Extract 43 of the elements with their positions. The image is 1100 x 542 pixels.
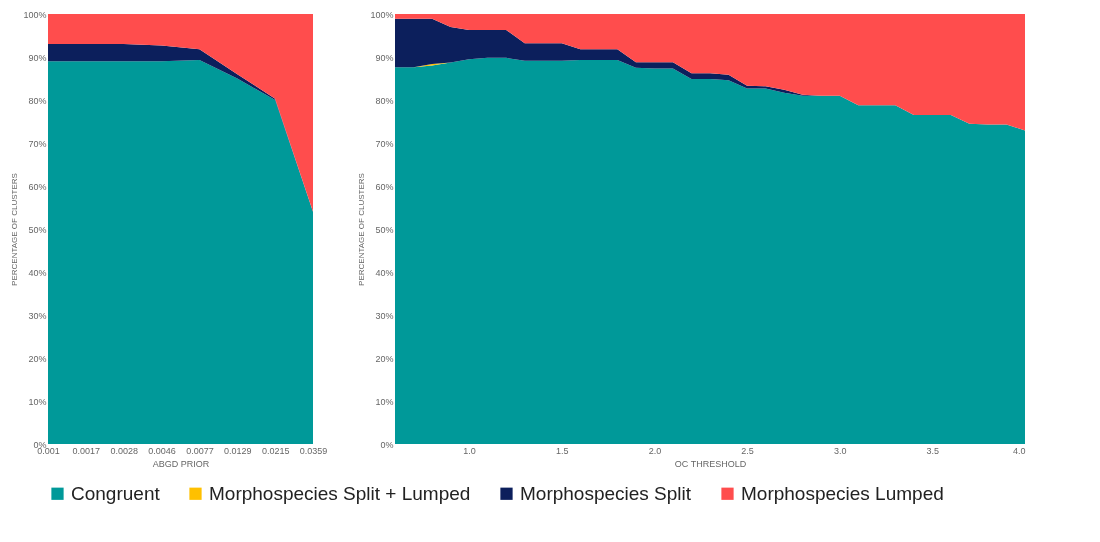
- x-tick-label: 1.0: [463, 445, 476, 456]
- y-tick-label: 50%: [375, 224, 394, 235]
- y-tick-label: 80%: [28, 95, 47, 106]
- x-axis-title: OC THRESHOLD: [674, 458, 747, 469]
- x-tick-label: 2.5: [741, 445, 754, 456]
- y-tick-label: 60%: [375, 181, 394, 192]
- y-axis-title: PERCENTAGE OF CLUSTERS: [10, 173, 20, 286]
- legend-label: Morphospecies Split + Lumped: [209, 482, 471, 504]
- x-tick-label: 0.0017: [72, 445, 101, 456]
- x-tick-label: 0.0359: [299, 445, 328, 456]
- y-tick-label: 30%: [28, 310, 47, 321]
- legend-label: Morphospecies Split: [520, 482, 692, 504]
- x-tick-label: 1.5: [556, 445, 569, 456]
- y-tick-label: 20%: [375, 353, 394, 364]
- x-tick-label: 0.0215: [261, 445, 290, 456]
- y-tick-label: 90%: [375, 52, 394, 63]
- y-tick-label: 10%: [375, 396, 394, 407]
- y-tick-label: 90%: [28, 52, 47, 63]
- x-tick-label: 0.0129: [224, 445, 252, 456]
- y-tick-label: 40%: [375, 267, 394, 278]
- y-tick-label: 50%: [28, 224, 47, 235]
- x-tick-label: 4.0: [1012, 445, 1026, 456]
- y-tick-label: 100%: [23, 9, 47, 20]
- y-tick-label: 30%: [375, 310, 394, 321]
- y-tick-label: 70%: [28, 138, 47, 149]
- y-tick-label: 100%: [370, 9, 394, 20]
- x-tick-label: 0.0077: [186, 445, 214, 456]
- y-tick-label: 0%: [380, 439, 394, 450]
- legend-label: Morphospecies Lumped: [741, 482, 944, 504]
- y-tick-label: 70%: [375, 138, 394, 149]
- y-tick-label: 10%: [28, 396, 47, 407]
- legend-label: Congruent: [71, 482, 161, 504]
- y-tick-label: 60%: [28, 181, 47, 192]
- y-axis-title: PERCENTAGE OF CLUSTERS: [357, 173, 367, 286]
- x-tick-label: 0.0046: [148, 445, 176, 456]
- x-tick-label: 3.0: [833, 445, 847, 456]
- x-tick-label: 2.0: [648, 445, 662, 456]
- x-tick-label: 3.5: [926, 445, 940, 456]
- y-tick-label: 80%: [375, 95, 394, 106]
- x-tick-label: 0.0028: [110, 445, 138, 456]
- y-tick-label: 20%: [28, 353, 47, 364]
- y-tick-label: 40%: [28, 267, 47, 278]
- x-axis-title: ABGD PRIOR: [152, 458, 210, 469]
